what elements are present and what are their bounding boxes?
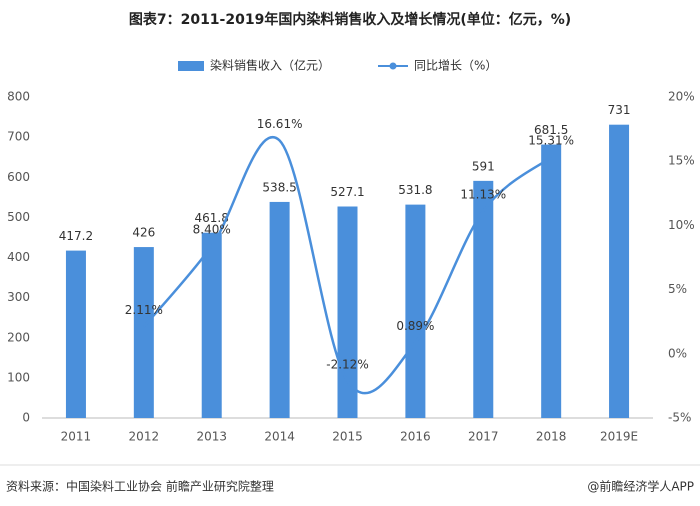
x-tick-label: 2016 [400,430,431,444]
value-label: 15.31% [528,134,574,148]
bar [405,204,426,418]
bar [65,250,86,418]
x-tick-label: 2018 [536,430,567,444]
y2-tick-label: 10% [668,218,695,232]
y-tick-label: 800 [7,90,30,104]
legend-label: 同比增长（%） [414,59,497,73]
legend-swatch [389,62,397,70]
y-tick-label: 700 [7,130,30,144]
bar [269,201,290,418]
value-label: 531.8 [398,183,432,197]
value-label: 461.8 [195,211,229,225]
x-tick-label: 2015 [332,430,363,444]
value-label: -2.12% [326,358,368,372]
value-label: 417.2 [59,229,93,243]
y2-tick-label: 0% [668,346,687,360]
x-tick-label: 2019E [600,430,638,444]
x-tick-label: 2011 [61,430,92,444]
value-label: 0.89% [396,319,434,333]
chart-title: 图表7：2011-2019年国内染料销售收入及增长情况(单位：亿元，%) [129,11,571,28]
y-tick-label: 500 [7,210,30,224]
source: 资料来源：中国染料工业协会 前瞻产业研究院整理 [6,479,274,494]
value-label: 681.5 [534,123,568,137]
legend-label: 染料销售收入（亿元） [210,58,330,73]
y-tick-label: 400 [7,250,30,264]
bar [133,247,154,418]
value-label: 16.61% [257,117,303,131]
y2-tick-label: 15% [668,154,695,168]
y2-tick-label: 5% [668,282,687,296]
x-tick-label: 2014 [264,430,295,444]
y-tick-label: 300 [7,290,30,304]
value-label: 591 [472,159,495,173]
x-tick-label: 2013 [196,430,227,444]
line [142,136,552,395]
y-tick-label: 200 [7,330,30,344]
x-tick-label: 2017 [468,430,499,444]
value-label: 8.40% [193,222,231,236]
credit: @前瞻经济学人APP [587,479,694,494]
bar [609,124,630,418]
value-label: 538.5 [262,180,296,194]
legend-swatch [178,61,204,71]
value-label: 731 [608,103,631,117]
y-tick-label: 0 [22,411,30,425]
value-label: 527.1 [330,185,364,199]
y-tick-label: 600 [7,170,30,184]
y2-tick-label: -5% [668,411,691,425]
bar [473,180,494,418]
x-tick-label: 2012 [129,430,160,444]
value-label: 11.13% [460,187,506,201]
bar [541,144,562,418]
bar [337,206,358,418]
y2-tick-label: 20% [668,90,695,104]
value-label: 2.11% [125,303,163,317]
bar [201,232,222,418]
y-tick-label: 100 [7,370,30,384]
value-label: 426 [132,226,155,240]
